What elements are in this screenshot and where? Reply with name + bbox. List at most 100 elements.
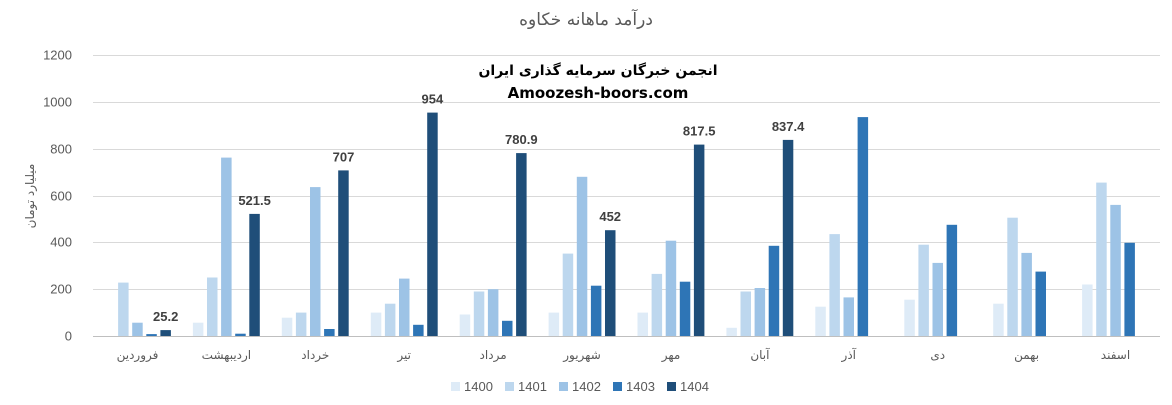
bar-1402-9: [843, 297, 854, 336]
chart-title: درآمد ماهانه خکاوه: [519, 8, 653, 30]
x-tick-label: اردیبهشت: [202, 348, 251, 363]
x-tick-label: مهر: [661, 348, 681, 363]
bars: [118, 112, 1135, 336]
x-tick-label: تیر: [396, 348, 411, 363]
bar-1404-6: [605, 230, 616, 336]
bar-1404-4: [427, 112, 438, 336]
y-axis-label: میلیارد تومان: [23, 164, 38, 229]
bar-1401-9: [829, 234, 840, 336]
legend-label: 1401: [518, 379, 547, 394]
data-label: 817.5: [683, 124, 716, 139]
data-label: 452: [599, 209, 621, 224]
bar-1404-5: [516, 153, 527, 336]
x-tick-label: آذر: [841, 347, 857, 363]
bar-1404-8: [782, 139, 794, 336]
bar-1403-8: [768, 245, 780, 336]
bar-1402-2: [221, 157, 232, 336]
bar-1403-4: [413, 324, 424, 336]
data-labels: 25.2 521.5 707 954 780.9 452 817.5 837.4: [153, 92, 805, 325]
bar-1400-10: [904, 299, 915, 336]
bar-1403-12: [1124, 242, 1135, 336]
bar-1402-3: [310, 187, 321, 336]
bar-1400-11: [993, 303, 1004, 336]
y-tick-label: 800: [50, 142, 72, 157]
bar-1401-4: [384, 303, 396, 336]
bar-1401-8: [740, 291, 751, 336]
bar-1402-7: [665, 240, 677, 336]
bar-1400-7: [637, 312, 648, 336]
bar-1400-8: [726, 327, 737, 336]
data-label: 837.4: [772, 119, 805, 134]
bar-1401-5: [473, 291, 485, 336]
bar-1400-4: [370, 312, 382, 336]
legend-swatch-1403: [613, 382, 622, 391]
bar-1400-3: [281, 317, 293, 336]
x-tick-label: آبان: [750, 347, 770, 362]
bar-1401-2: [207, 277, 218, 336]
bar-1402-5: [487, 289, 499, 336]
x-tick-label: دی: [930, 348, 945, 362]
bar-1403-9: [857, 117, 869, 336]
bar-1403-5: [502, 320, 513, 336]
bar-1400-6: [548, 312, 560, 336]
bar-1401-12: [1096, 182, 1107, 336]
legend-swatch-1400: [451, 382, 460, 391]
y-tick-label: 400: [50, 235, 72, 250]
legend-swatch-1402: [559, 382, 568, 391]
legend-swatch-1401: [505, 382, 514, 391]
bar-1402-12: [1110, 204, 1121, 336]
bar-1401-1: [118, 282, 129, 336]
bar-1401-3: [295, 312, 307, 336]
bar-1401-10: [918, 244, 929, 336]
x-tick-label: مرداد: [480, 348, 507, 363]
y-tick-label: 1000: [43, 95, 72, 110]
bar-1402-11: [1021, 252, 1032, 336]
gridlines: [93, 55, 1160, 290]
bar-1400-12: [1082, 284, 1093, 336]
legend-label: 1402: [572, 379, 601, 394]
bar-1403-1: [146, 334, 157, 336]
bar-1401-7: [651, 273, 663, 336]
bar-1400-9: [815, 306, 826, 336]
bar-1403-10: [946, 224, 958, 336]
bar-1400-2: [192, 322, 204, 336]
legend-swatch-1404: [667, 382, 676, 391]
bar-1402-1: [132, 322, 143, 336]
y-tick-label: 1200: [43, 48, 72, 63]
bar-1401-11: [1007, 217, 1018, 336]
x-tick-label: اسفند: [1101, 348, 1130, 362]
bar-1404-3: [338, 170, 349, 336]
data-label: 707: [333, 149, 355, 164]
data-label: 780.9: [505, 132, 538, 147]
legend-label: 1400: [464, 379, 493, 394]
x-axis-ticks: فروردین اردیبهشت خرداد تیر مرداد شهریور مهر آبا…: [117, 347, 1131, 363]
bar-1400-5: [459, 314, 471, 336]
bar-1401-6: [562, 253, 574, 336]
legend-label: 1403: [626, 379, 655, 394]
x-tick-label: شهریور: [562, 348, 601, 363]
y-tick-label: 0: [65, 329, 72, 344]
y-tick-label: 600: [50, 189, 72, 204]
bar-1402-4: [399, 278, 410, 336]
y-tick-label: 200: [50, 282, 72, 297]
bar-1404-1: [160, 330, 171, 336]
bar-1402-8: [754, 288, 766, 336]
bar-1404-7: [693, 144, 705, 336]
bar-1402-10: [932, 262, 943, 336]
bar-1402-6: [576, 176, 588, 336]
data-label: 25.2: [153, 309, 178, 324]
x-tick-label: بهمن: [1014, 348, 1039, 363]
x-tick-label: فروردین: [117, 348, 159, 363]
bar-1403-7: [679, 281, 691, 336]
x-tick-label: خرداد: [301, 348, 329, 363]
bar-1403-11: [1035, 271, 1046, 336]
legend: 1400 1401 1402 1403 1404: [451, 379, 709, 394]
bar-1403-3: [324, 329, 335, 336]
legend-label: 1404: [680, 379, 709, 394]
y-axis-ticks: 0 200 400 600 800 1000 1200: [43, 48, 72, 344]
data-label: 954: [422, 92, 444, 107]
bar-1404-2: [249, 213, 260, 336]
bar-1403-2: [235, 333, 246, 336]
data-label: 521.5: [238, 193, 271, 208]
